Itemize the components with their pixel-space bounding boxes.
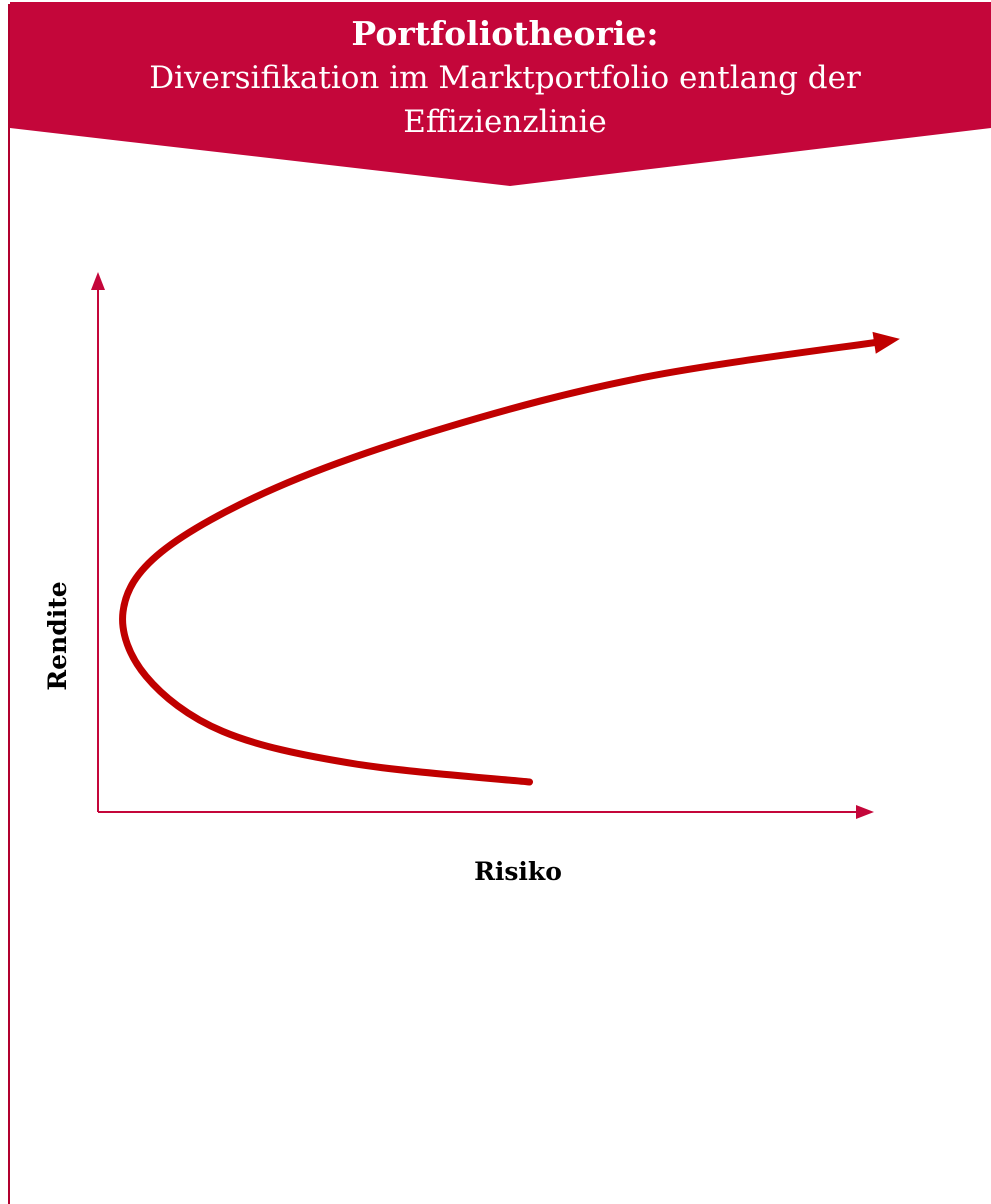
- frontier-curve: [119, 336, 894, 786]
- title-banner-shape: [10, 2, 991, 186]
- x-axis-label: Risiko: [474, 857, 562, 886]
- y-axis-label: Rendite: [43, 581, 72, 690]
- title-banner-text: Portfoliotheorie: Diversifikation im Mar…: [10, 12, 991, 144]
- title-banner: [10, 2, 991, 186]
- x-axis-arrowhead: [856, 805, 874, 819]
- y-axis-arrowhead: [91, 272, 105, 290]
- frontier-curve-arrowhead: [872, 331, 900, 354]
- page-subtitle: Diversifikation im Marktportfolio entlan…: [149, 60, 861, 140]
- frontier-curve-group: [119, 331, 900, 786]
- page-title: Portfoliotheorie:: [351, 14, 659, 53]
